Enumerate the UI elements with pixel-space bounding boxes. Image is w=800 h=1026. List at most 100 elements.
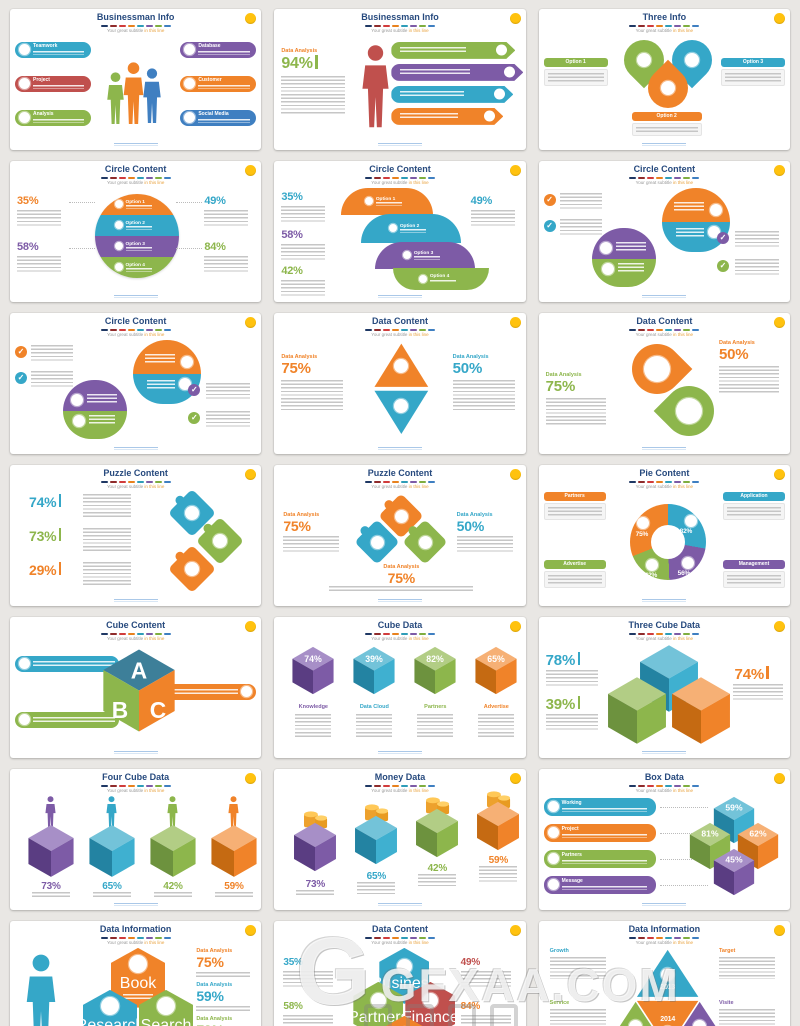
placeholder-lines xyxy=(147,379,175,390)
stat-row: 74% xyxy=(29,493,62,512)
title-dashes xyxy=(10,936,261,940)
icon-circle xyxy=(675,397,702,424)
hexagon-finance: Finance xyxy=(405,981,456,1026)
cube-letter-c: C xyxy=(150,697,166,723)
stat-value: 59% xyxy=(224,880,244,892)
placeholder-lines xyxy=(215,891,253,898)
slide-data-information-2[interactable]: Data Information Your great subtitle in … xyxy=(538,921,790,1026)
icon-circle xyxy=(185,561,199,576)
slide-footer-link xyxy=(377,751,422,754)
slide-title: Circle Content xyxy=(104,316,167,326)
info-pill-project: Project xyxy=(15,75,91,92)
title-dashes xyxy=(539,480,790,484)
slide-pie-content[interactable]: Pie Content Your great subtitle in this … xyxy=(538,465,790,606)
slide-subtitle: Your great subtitle in this line xyxy=(106,27,165,33)
slide-number-badge xyxy=(773,13,785,24)
band-option-4: Option 4 xyxy=(95,256,179,278)
check-icon: ✓ xyxy=(188,411,201,424)
slide-cube-data[interactable]: Cube Data Your great subtitle in this li… xyxy=(274,617,526,758)
placeholder-lines xyxy=(125,226,152,230)
cube-value: 81% xyxy=(701,828,719,838)
cube-letter-a: A xyxy=(131,657,147,683)
slide-subtitle: Your great subtitle in this line xyxy=(371,27,429,33)
slide-header: Businessman Info Your great subtitle in … xyxy=(274,9,525,34)
legend-body xyxy=(722,570,785,588)
band-option-3: Option 3 xyxy=(95,235,179,257)
icon-circle xyxy=(402,251,411,260)
slide-circle-content-3[interactable]: Circle Content Your great subtitle in th… xyxy=(538,161,790,302)
icon-circle xyxy=(370,992,386,1008)
slide-header: Circle Content Your great subtitle in th… xyxy=(539,161,790,186)
band-label: Option 4 xyxy=(125,262,145,268)
icon-circle xyxy=(185,505,199,520)
stat-value: 29% xyxy=(29,561,57,578)
slide-businessman-info-1[interactable]: Businessman Info Your great subtitle in … xyxy=(10,9,262,150)
icon-circle xyxy=(114,263,123,272)
check-icon: ✓ xyxy=(716,231,729,244)
icon-circle xyxy=(684,52,699,67)
slide-subtitle: Your great subtitle in this line xyxy=(106,331,165,337)
icon-circle xyxy=(213,533,227,548)
pill-label: Customer xyxy=(198,77,222,84)
slide-title: Cube Content xyxy=(106,620,166,630)
slide-title: Puzzle Content xyxy=(367,468,433,478)
slide-title: Circle Content xyxy=(104,164,167,174)
puzzle-piece-orange xyxy=(167,544,217,593)
placeholder-lines xyxy=(283,1014,334,1026)
pin-inner xyxy=(684,52,699,67)
slide-circle-content-2[interactable]: Circle Content Your great subtitle in th… xyxy=(274,161,526,302)
abc-cube: A B C xyxy=(103,649,175,732)
icon-circle xyxy=(19,78,30,90)
pill-label: Social Media xyxy=(198,111,229,118)
drop-inner xyxy=(660,80,675,95)
stat-label: Data Analysis xyxy=(281,47,318,54)
slide-circle-content-1[interactable]: Circle Content Your great subtitle in th… xyxy=(10,161,262,302)
slide-data-content-triangles[interactable]: Data Content Your great subtitle in this… xyxy=(274,313,526,454)
placeholder-lines xyxy=(206,410,251,427)
slide-footer-link xyxy=(377,599,422,602)
placeholder-lines xyxy=(33,84,85,90)
slide-businessman-info-2[interactable]: Businessman Info Your great subtitle in … xyxy=(274,9,526,150)
check-icon: ✓ xyxy=(15,345,27,358)
title-dashes xyxy=(274,480,525,484)
option-box: Option 1 xyxy=(543,57,608,86)
title-dashes xyxy=(539,176,790,180)
icon-circle xyxy=(19,112,30,124)
connector-line xyxy=(659,884,708,886)
stat-value: 58% xyxy=(281,228,303,241)
connector-line xyxy=(176,247,203,249)
slide-cube-content[interactable]: Cube Content Your great subtitle in this… xyxy=(10,617,262,758)
slide-four-cube-data[interactable]: Four Cube Data Your great subtitle in th… xyxy=(10,769,262,910)
title-dashes xyxy=(274,784,525,788)
stat-bar xyxy=(766,665,769,680)
slide-data-content-hexes[interactable]: Data Content Your great subtitle in this… xyxy=(274,921,526,1026)
slide-data-information-1[interactable]: Data Information Your great subtitle in … xyxy=(10,921,262,1026)
slide-box-data[interactable]: Box Data Your great subtitle in this lin… xyxy=(538,769,790,910)
slide-puzzle-content-1[interactable]: Puzzle Content Your great subtitle in th… xyxy=(10,465,262,606)
title-dashes xyxy=(539,328,790,332)
title-dashes xyxy=(274,176,525,180)
slide-puzzle-content-2[interactable]: Puzzle Content Your great subtitle in th… xyxy=(274,465,526,606)
slide-three-cube-data[interactable]: Three Cube Data Your great subtitle in t… xyxy=(538,617,790,758)
icon-circle xyxy=(394,509,408,523)
icon-circle xyxy=(681,556,694,569)
slide-footer-link xyxy=(113,903,158,906)
placeholder-lines xyxy=(400,69,470,76)
icon-circle xyxy=(73,414,85,427)
stat-value: 72% xyxy=(196,1023,254,1026)
icon-circle xyxy=(114,242,123,251)
icon-circle xyxy=(643,355,670,382)
slide-three-info[interactable]: Three Info Your great subtitle in this l… xyxy=(538,9,790,150)
placeholder-lines xyxy=(125,268,152,272)
slide-subtitle: Your great subtitle in this line xyxy=(106,787,165,793)
slide-header: Three Cube Data Your great subtitle in t… xyxy=(539,617,790,642)
slide-circle-content-4[interactable]: Circle Content Your great subtitle in th… xyxy=(10,313,262,454)
slide-money-data[interactable]: Money Data Your great subtitle in this l… xyxy=(274,769,526,910)
icon-circle xyxy=(547,853,559,865)
check-icon: ✓ xyxy=(716,259,729,272)
slide-data-content-drops[interactable]: Data Content Your great subtitle in this… xyxy=(538,313,790,454)
slide-number-badge xyxy=(245,317,257,328)
drop-inner xyxy=(675,397,702,424)
